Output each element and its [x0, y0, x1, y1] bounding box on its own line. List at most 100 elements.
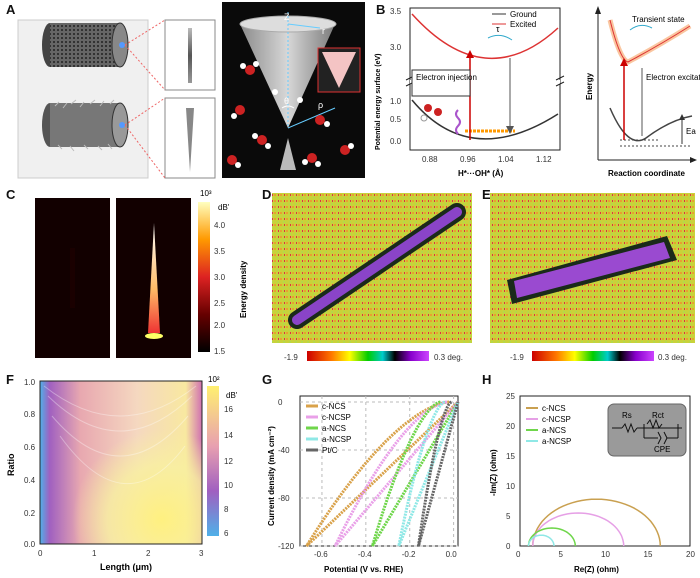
- svg-text:14: 14: [224, 431, 233, 440]
- svg-text:dB': dB': [226, 391, 238, 400]
- x-tick: 0: [516, 550, 521, 559]
- axis-z-label: Z: [284, 12, 290, 22]
- reaction-coord-label: Reaction coordinate: [608, 169, 685, 178]
- colorbar-f: [207, 386, 219, 536]
- pes-ylabel: Potential energy surface (eV): [375, 54, 382, 150]
- excited-state-curve: [411, 13, 559, 59]
- svg-text:12: 12: [224, 457, 233, 466]
- svg-text:2.5: 2.5: [214, 299, 226, 308]
- g-ylabel: Current density (mA cm⁻²): [267, 426, 276, 526]
- svg-text:0.88: 0.88: [422, 155, 438, 164]
- series-Pt/C: [417, 400, 460, 547]
- y-tick: 5: [506, 512, 511, 521]
- svg-text:Rs: Rs: [622, 411, 632, 420]
- legend-c-NCSP: c-NCSP: [322, 413, 351, 422]
- panel-label-g: G: [262, 372, 273, 387]
- energy-label: Energy: [585, 72, 594, 100]
- panel-label-b: B: [376, 2, 386, 17]
- colorbar-c: [198, 202, 210, 352]
- y-tick: 25: [506, 392, 515, 401]
- svg-text:0: 0: [38, 549, 43, 558]
- series-c-NCS: [532, 498, 662, 547]
- svg-text:-1.9: -1.9: [510, 353, 524, 362]
- svg-text:2.0: 2.0: [214, 321, 226, 330]
- panel-label-c: C: [6, 187, 16, 202]
- series-a-NCS: [527, 527, 577, 547]
- svg-text:10³: 10³: [200, 189, 212, 198]
- svg-text:16: 16: [224, 405, 233, 414]
- tau-label: τ: [496, 24, 500, 34]
- y-tick: 20: [506, 422, 515, 431]
- svg-text:1: 1: [92, 549, 97, 558]
- panel-b-pes-chart: τ Electron injection Ground Excited 3.5 …: [375, 6, 700, 178]
- svg-text:10: 10: [224, 481, 233, 490]
- svg-text:Ground: Ground: [510, 10, 537, 19]
- x-tick: -0.4: [358, 550, 372, 559]
- legend-a-NCS: a-NCS: [542, 426, 566, 435]
- cone-field-diagram: [227, 12, 361, 170]
- legend-c-NCSP: c-NCSP: [542, 415, 571, 424]
- series-c-NCS: [305, 400, 460, 548]
- g-xlabel: Potential (V vs. RHE): [324, 565, 403, 574]
- x-tick: -0.2: [402, 550, 416, 559]
- x-tick: -0.6: [314, 550, 328, 559]
- series-c-NCSP: [532, 512, 625, 547]
- legend-excited: Excited: [492, 20, 536, 29]
- svg-text:-1.9: -1.9: [284, 353, 298, 362]
- y-tick: 0: [506, 542, 511, 551]
- y-tick: 15: [506, 452, 515, 461]
- svg-text:0.4: 0.4: [24, 476, 36, 485]
- svg-text:0.8: 0.8: [24, 410, 36, 419]
- svg-text:Ratio: Ratio: [6, 453, 16, 476]
- svg-text:1.04: 1.04: [498, 155, 514, 164]
- svg-text:0.3 deg.: 0.3 deg.: [434, 353, 463, 362]
- nanocone-bundle-icon: [42, 99, 129, 152]
- equivalent-circuit: Rs Rct CPE: [607, 403, 687, 457]
- legend-ground: Ground: [492, 10, 537, 19]
- svg-text:Length (μm): Length (μm): [100, 562, 152, 572]
- svg-text:0.96: 0.96: [460, 155, 476, 164]
- x-tick: 15: [644, 550, 653, 559]
- svg-text:3.5: 3.5: [390, 7, 402, 16]
- svg-text:3.0: 3.0: [214, 273, 226, 282]
- series-a-NCSP: [397, 400, 460, 547]
- transient-label: Transient state: [632, 15, 685, 24]
- svg-text:0.0: 0.0: [24, 540, 36, 549]
- ground-well-curve: [609, 107, 693, 142]
- svg-text:0.3 deg.: 0.3 deg.: [658, 353, 687, 362]
- legend-a-NCSP: a-NCSP: [542, 437, 571, 446]
- legend-a-NCSP: a-NCSP: [322, 435, 351, 444]
- svg-text:0.6: 0.6: [24, 443, 36, 452]
- svg-text:8: 8: [224, 505, 229, 514]
- legend-c-NCS: c-NCS: [322, 402, 346, 411]
- pes-xlabel: H*···OH* (Å): [458, 169, 504, 178]
- y-tick: 0: [278, 398, 283, 407]
- x-tick: 20: [686, 550, 695, 559]
- excitation-label: Electron excitation: [646, 73, 700, 82]
- nanowire-bundle-icon: [42, 22, 129, 68]
- x-tick: 10: [601, 550, 610, 559]
- svg-text:3.0: 3.0: [390, 43, 402, 52]
- series-a-NCS: [370, 400, 460, 547]
- svg-text:6: 6: [224, 529, 229, 538]
- panel-a-illustration: Z r θ ρ: [17, 2, 365, 179]
- ground-state-curve: [411, 99, 559, 140]
- series-a-NCSP: [527, 534, 555, 546]
- ea-label: Ea: [686, 127, 696, 136]
- h-xlabel: Re(Z) (ohm): [574, 565, 619, 574]
- panel-label-h: H: [482, 372, 492, 387]
- svg-text:1.5: 1.5: [214, 347, 226, 356]
- injection-label: Electron injection: [416, 73, 477, 82]
- h-ylabel: -Im(Z) (ohm): [489, 449, 498, 496]
- svg-text:Energy density: Energy density: [239, 260, 248, 318]
- rho-label: ρ: [318, 100, 323, 110]
- svg-text:1.0: 1.0: [24, 378, 36, 387]
- y-tick: -120: [278, 542, 295, 551]
- x-tick: 5: [559, 550, 564, 559]
- panel-label-a: A: [6, 2, 16, 17]
- svg-text:10²: 10²: [208, 375, 220, 384]
- panel-label-e: E: [482, 187, 491, 202]
- axis-r-label: r: [322, 26, 325, 36]
- svg-text:Rct: Rct: [652, 411, 665, 420]
- angle-theta-label: θ: [284, 96, 289, 106]
